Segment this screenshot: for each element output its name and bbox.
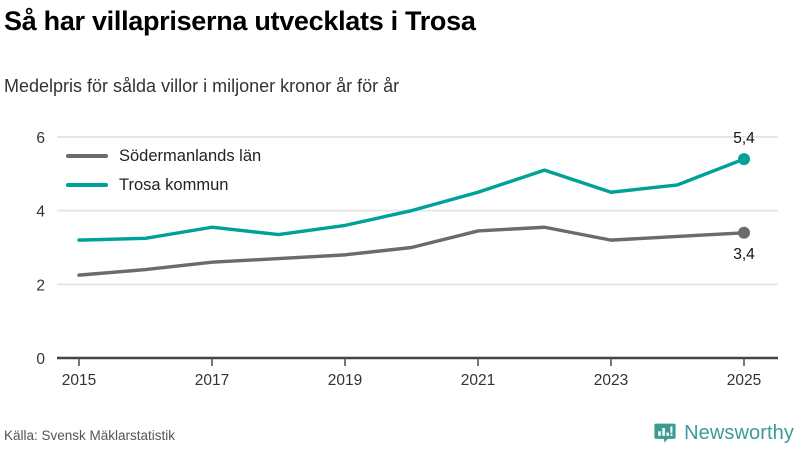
legend-label: Södermanlands län	[119, 146, 262, 165]
series-end-marker	[738, 226, 750, 239]
series-end-marker	[738, 153, 750, 166]
brand-logo[interactable]: Newsworthy	[653, 421, 794, 445]
x-axis-tick-label: 2017	[195, 372, 229, 389]
legend-item-trosa-kommun[interactable]: Trosa kommun	[66, 175, 261, 195]
source-note: Källa: Svensk Mäklarstatistik	[4, 428, 176, 443]
y-axis-tick-label: 6	[36, 130, 45, 147]
x-axis-tick-label: 2021	[461, 372, 495, 389]
legend-label: Trosa kommun	[119, 175, 229, 194]
series-end-value-label: 5,4	[733, 130, 755, 147]
brand-name: Newsworthy	[684, 422, 794, 444]
legend-swatch-line	[66, 154, 108, 158]
x-axis-tick-label: 2025	[727, 372, 761, 389]
series-end-value-label: 3,4	[733, 246, 755, 263]
chart-legend: Södermanlands län Trosa kommun	[66, 146, 261, 195]
y-axis-tick-label: 4	[36, 204, 45, 221]
bar-chart-speech-bubble-icon	[653, 421, 677, 445]
series-line	[77, 225, 746, 277]
page-title: Så har villapriserna utvecklats i Trosa	[4, 6, 476, 36]
y-axis-tick-label: 2	[36, 277, 45, 294]
chart-subtitle: Medelpris för sålda villor i miljoner kr…	[4, 76, 400, 96]
y-axis-tick-label: 0	[36, 351, 45, 368]
x-axis-tick-label: 2015	[62, 372, 96, 389]
legend-item-sodermanlands-lan[interactable]: Södermanlands län	[66, 146, 261, 166]
x-axis-tick-label: 2019	[328, 372, 362, 389]
x-axis-tick-label: 2023	[594, 372, 628, 389]
legend-swatch-line	[66, 183, 108, 187]
